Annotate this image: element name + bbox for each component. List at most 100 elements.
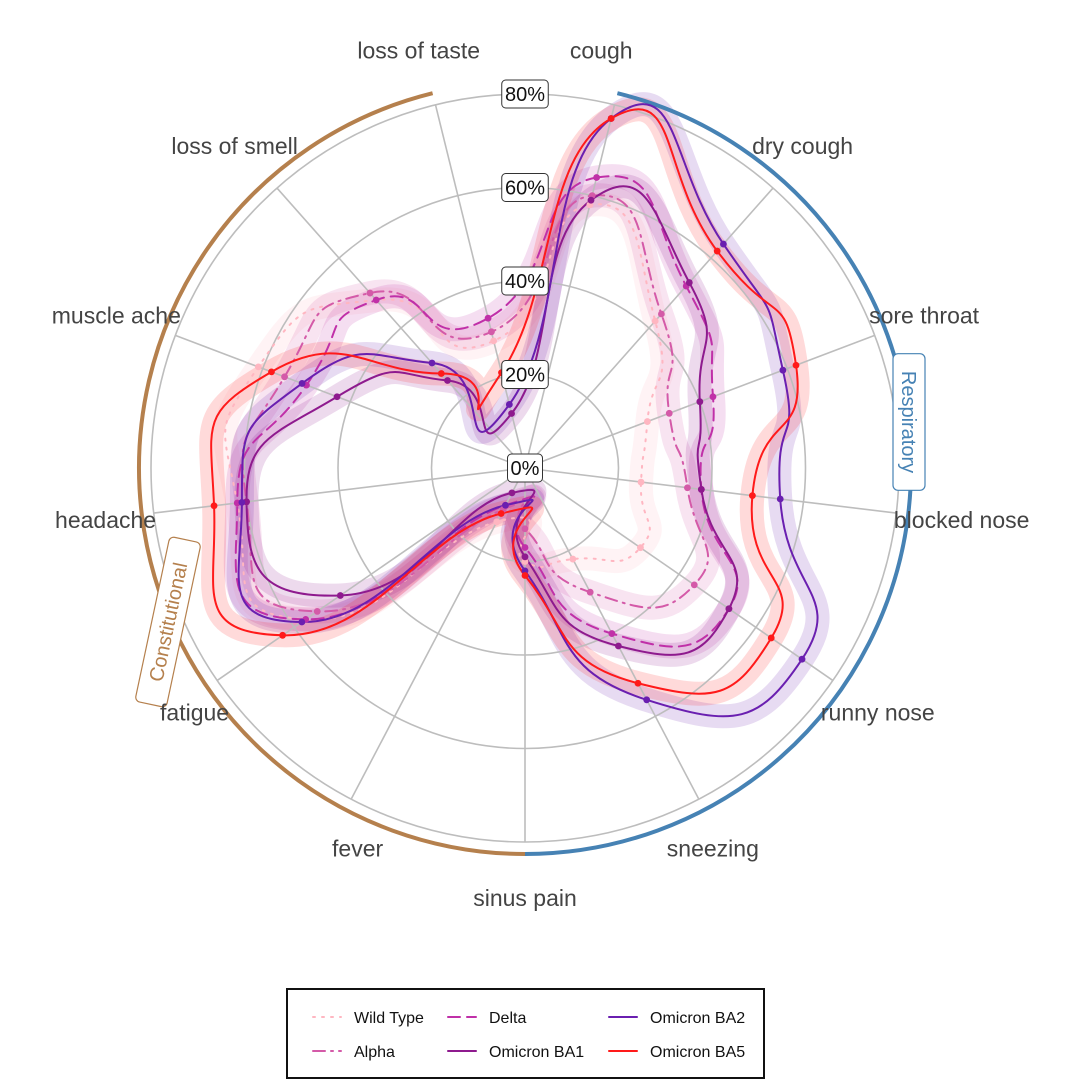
- tick-label-text: 40%: [505, 271, 545, 293]
- point-omicron-ba1-sinus-pain: [521, 553, 529, 561]
- point-omicron-ba5-blocked-nose: [749, 492, 756, 500]
- category-label-sore-throat: sore throat: [869, 303, 980, 329]
- point-omicron-ba5-fatigue: [279, 631, 287, 639]
- category-label-fatigue: fatigue: [160, 699, 229, 725]
- point-omicron-ba5-runny-nose: [767, 634, 775, 642]
- tick-label-20: 20%: [501, 360, 549, 389]
- point-omicron-ba2-sinus-pain: [521, 567, 529, 575]
- spoke-blocked-nose: [524, 467, 897, 514]
- group-label-box: [892, 353, 926, 491]
- point-delta-cough: [593, 174, 600, 181]
- point-wild-type-muscle-ache: [254, 363, 262, 371]
- spoke-cough: [524, 104, 616, 469]
- tick-label-60: 60%: [501, 173, 549, 202]
- category-label-sinus-pain: sinus pain: [473, 885, 577, 911]
- legend-label: Alpha: [354, 1044, 395, 1061]
- category-label-sneezing: sneezing: [667, 836, 759, 862]
- point-alpha-sneezing: [586, 588, 594, 596]
- spoke-fatigue: [216, 467, 526, 682]
- point-omicron-ba5-sneezing: [634, 679, 642, 687]
- legend-item-alpha: Alpha: [312, 1044, 395, 1061]
- point-wild-type-runny-nose: [637, 544, 644, 552]
- point-omicron-ba2-blocked-nose: [776, 495, 784, 503]
- category-label-runny-nose: runny nose: [821, 699, 935, 725]
- legend: Wild Type Alpha Delta Omicron BA1 Omicron BA…: [286, 988, 765, 1079]
- point-alpha-runny-nose: [690, 581, 698, 589]
- point-omicron-ba1-loss-of-taste: [508, 410, 515, 417]
- group-label-text: Respiratory: [897, 371, 919, 473]
- group-label-constitutional: Constitutional: [135, 536, 201, 708]
- legend-label: Omicron BA1: [489, 1044, 584, 1061]
- point-omicron-ba2-sneezing: [643, 696, 651, 704]
- legend-item-wild-type: Wild Type: [312, 1010, 424, 1027]
- point-omicron-ba5-dry-cough: [713, 247, 721, 255]
- point-delta-loss-of-smell: [372, 296, 380, 304]
- point-omicron-ba5-muscle-ache: [268, 368, 275, 376]
- point-omicron-ba5-fever: [497, 510, 505, 517]
- point-alpha-loss-of-smell: [366, 289, 374, 297]
- tick-label-text: 80%: [505, 84, 545, 106]
- point-omicron-ba2-loss-of-taste: [505, 401, 513, 408]
- category-label-muscle-ache: muscle ache: [52, 303, 181, 329]
- point-wild-type-dry-cough: [651, 317, 659, 325]
- point-omicron-ba1-dry-cough: [685, 279, 693, 286]
- point-omicron-ba2-fatigue: [298, 618, 306, 626]
- tick-label-box: [501, 266, 549, 296]
- group-label-box: [135, 536, 201, 708]
- point-omicron-ba1-fatigue: [336, 592, 344, 599]
- point-omicron-ba2-headache: [238, 498, 246, 506]
- group-arc-respiratory: [524, 91, 913, 856]
- spoke-runny-nose: [524, 467, 834, 682]
- point-omicron-ba5-sore-throat: [792, 361, 800, 369]
- point-alpha-muscle-ache: [281, 373, 288, 381]
- point-alpha-sore-throat: [665, 409, 673, 417]
- legend-item-omicron-ba5: Omicron BA5: [608, 1044, 745, 1061]
- point-omicron-ba2-fever: [502, 501, 509, 509]
- tick-label-text: 60%: [505, 178, 545, 200]
- point-omicron-ba2-loss-of-smell: [428, 359, 436, 367]
- point-omicron-ba1-fever: [508, 489, 516, 497]
- point-omicron-ba1-blocked-nose: [697, 486, 705, 493]
- tick-label-text: 20%: [505, 365, 545, 387]
- point-omicron-ba1-cough: [587, 196, 595, 204]
- point-omicron-ba5-cough: [607, 115, 615, 122]
- tick-label-text: 0%: [511, 458, 540, 480]
- point-omicron-ba1-muscle-ache: [333, 393, 341, 401]
- tick-label-40: 40%: [501, 266, 549, 296]
- tick-label-box: [501, 79, 549, 109]
- point-delta-sore-throat: [709, 393, 717, 401]
- point-wild-type-fever: [493, 518, 501, 526]
- point-alpha-fatigue: [313, 608, 321, 615]
- legend-item-omicron-ba1: Omicron BA1: [447, 1044, 584, 1061]
- point-omicron-ba2-muscle-ache: [298, 380, 306, 387]
- spoke-dry-cough: [524, 187, 774, 469]
- radial-tick-labels: 0% 20% 40% 60% 80%: [501, 79, 549, 483]
- series-line-wild-type: [224, 203, 664, 621]
- point-omicron-ba2-sore-throat: [779, 366, 787, 374]
- category-label-dry-cough: dry cough: [752, 133, 853, 159]
- point-delta-loss-of-taste: [484, 314, 492, 322]
- category-label-loss-of-smell: loss of smell: [171, 133, 298, 159]
- point-alpha-sinus-pain: [521, 525, 529, 533]
- spoke-muscle-ache: [175, 334, 526, 469]
- legend-label: Omicron BA2: [650, 1010, 745, 1027]
- point-wild-type-sneezing: [569, 555, 577, 563]
- group-arc-constitutional: [137, 91, 526, 856]
- category-label-blocked-nose: blocked nose: [894, 507, 1030, 533]
- legend-box: [286, 988, 765, 1079]
- point-wild-type-blocked-nose: [637, 478, 645, 486]
- tick-label-box: [507, 453, 543, 483]
- point-omicron-ba5-sinus-pain: [521, 572, 529, 579]
- point-omicron-ba1-runny-nose: [725, 605, 733, 613]
- series-points: [210, 115, 806, 704]
- point-alpha-blocked-nose: [684, 484, 691, 492]
- group-label-respiratory: Respiratory: [892, 353, 926, 491]
- point-delta-sinus-pain: [521, 544, 529, 551]
- category-label-cough: cough: [570, 38, 633, 64]
- point-alpha-dry-cough: [658, 310, 665, 318]
- legend-label: Wild Type: [354, 1010, 424, 1027]
- legend-label: Omicron BA5: [650, 1044, 745, 1061]
- point-delta-sneezing: [608, 630, 616, 637]
- point-wild-type-sore-throat: [643, 418, 651, 425]
